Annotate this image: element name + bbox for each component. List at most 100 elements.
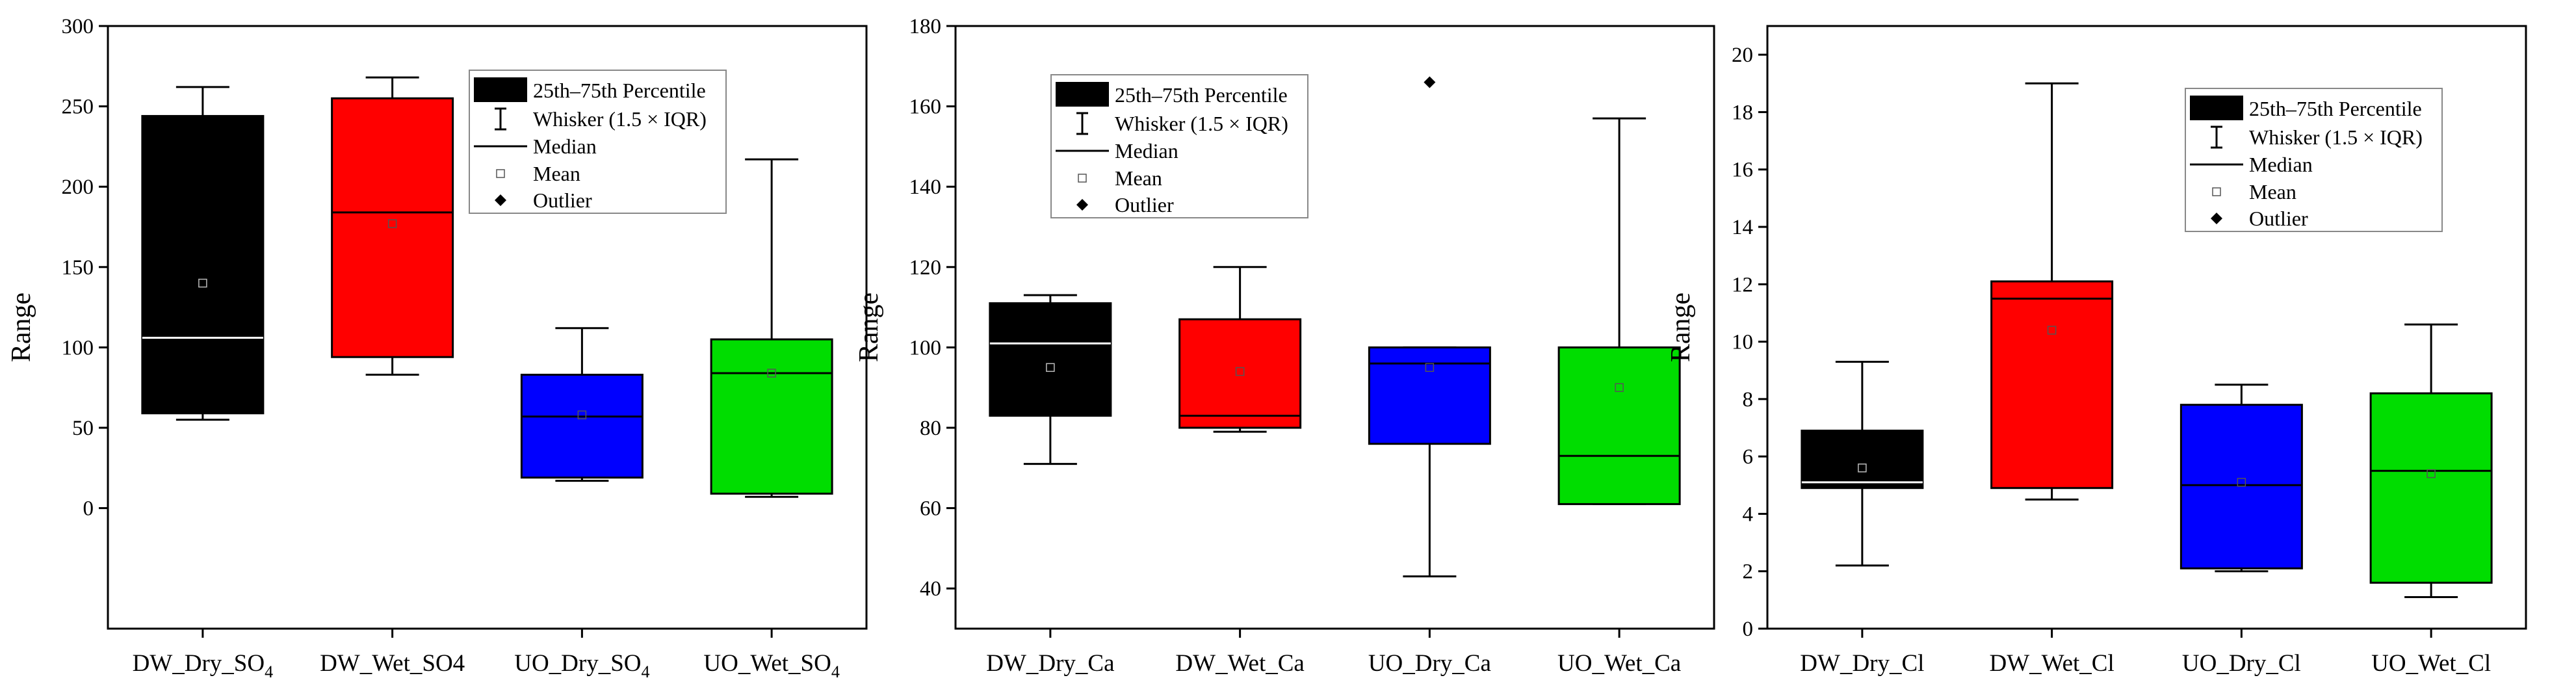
y-tick-label: 200 bbox=[62, 176, 94, 199]
legend-swatch-box bbox=[1056, 82, 1109, 107]
y-tick-label: 50 bbox=[72, 417, 94, 440]
y-tick-label: 120 bbox=[909, 256, 942, 280]
x-category-label: UO_Dry_Cl bbox=[2182, 650, 2301, 677]
category-label-text: UO_Dry_Cl bbox=[2182, 650, 2301, 677]
legend-label: Median bbox=[2249, 153, 2313, 176]
box-iqr bbox=[1990, 280, 2114, 490]
box-series-2 bbox=[1178, 266, 1302, 433]
mean-marker bbox=[2047, 326, 2057, 335]
category-label-subscript: 4 bbox=[831, 662, 840, 681]
box-iqr bbox=[1368, 346, 1491, 445]
category-label-text: UO_Wet_Cl bbox=[2371, 650, 2491, 677]
legend-label: Whisker (1.5 × IQR) bbox=[533, 107, 707, 131]
x-category-label: DW_Dry_Cl bbox=[1800, 650, 1924, 677]
y-tick-label: 0 bbox=[83, 497, 94, 521]
box-series-3 bbox=[2179, 384, 2303, 573]
mean-marker bbox=[2237, 478, 2246, 487]
y-tick-label: 80 bbox=[920, 417, 941, 440]
mean-marker bbox=[1046, 363, 1055, 373]
mean-marker bbox=[387, 219, 397, 228]
legend-label: Mean bbox=[1115, 166, 1162, 190]
y-tick-label: 20 bbox=[1732, 44, 1753, 67]
plot-frame bbox=[107, 25, 868, 630]
category-label-text: UO_Dry_SO bbox=[514, 650, 641, 677]
box-iqr bbox=[1178, 318, 1302, 429]
category-label-text: UO_Wet_Ca bbox=[1557, 650, 1681, 677]
y-tick-label: 10 bbox=[1732, 331, 1753, 354]
y-tick-label: 0 bbox=[1743, 618, 1754, 641]
box-iqr bbox=[2369, 392, 2493, 584]
legend-label: Whisker (1.5 × IQR) bbox=[2249, 125, 2423, 149]
outlier-point bbox=[1424, 76, 1436, 88]
y-axis-title: Range bbox=[1666, 293, 1696, 362]
x-category-label: DW_Wet_SO4 bbox=[320, 650, 465, 677]
y-tick-label: 6 bbox=[1743, 445, 1754, 469]
y-tick-label: 2 bbox=[1743, 560, 1754, 584]
x-category-label: UO_Dry_Ca bbox=[1368, 650, 1491, 677]
legend-swatch-mean bbox=[1078, 174, 1087, 183]
box-series-1 bbox=[1801, 360, 1924, 567]
x-category-label: DW_Dry_SO4 bbox=[133, 650, 273, 681]
y-tick-label: 60 bbox=[920, 497, 941, 521]
legend-label: Outlier bbox=[533, 189, 592, 212]
plot-frame bbox=[1766, 25, 2527, 630]
legend: 25th–75th Percentile Whisker (1.5 × IQR) M… bbox=[469, 70, 727, 214]
category-label-text: UO_Dry_Ca bbox=[1368, 650, 1491, 677]
mean-marker bbox=[577, 410, 587, 419]
y-tick-label: 160 bbox=[909, 96, 942, 119]
legend-swatch-mean bbox=[2212, 187, 2221, 196]
category-label-text: DW_Wet_SO4 bbox=[320, 650, 465, 677]
mean-marker bbox=[1615, 383, 1624, 392]
legend-swatch-box bbox=[474, 77, 527, 102]
box-iqr bbox=[1557, 346, 1681, 505]
y-axis-title: Range bbox=[854, 293, 884, 362]
y-tick-label: 300 bbox=[62, 15, 94, 38]
y-tick-label: 18 bbox=[1732, 101, 1753, 124]
mean-marker bbox=[198, 278, 207, 288]
legend-label: Mean bbox=[2249, 180, 2296, 203]
category-label-subscript: 4 bbox=[265, 662, 273, 681]
legend-label: Outlier bbox=[1115, 193, 1174, 216]
chart-panel-3: 0 2 4 6 8 10 12 14 16 18 20 Range DW_Dry_Cl DW_Wet_Cl… bbox=[1666, 25, 2527, 677]
y-tick-label: 16 bbox=[1732, 159, 1753, 182]
box-series-1 bbox=[141, 86, 265, 421]
category-label-text: DW_Dry_SO bbox=[133, 650, 265, 677]
category-label-text: DW_Wet_Cl bbox=[1989, 650, 2114, 677]
y-tick-label: 12 bbox=[1732, 273, 1753, 296]
box-iqr bbox=[141, 114, 265, 415]
legend-swatch-outlier bbox=[2211, 213, 2222, 224]
box-iqr bbox=[989, 302, 1112, 417]
x-category-label: UO_Dry_SO4 bbox=[514, 650, 649, 681]
legend-swatch-outlier bbox=[495, 194, 506, 206]
box-series-1 bbox=[989, 294, 1112, 465]
category-label-subscript: 4 bbox=[642, 662, 650, 681]
x-category-label: DW_Wet_Ca bbox=[1175, 650, 1304, 677]
y-tick-label: 4 bbox=[1743, 503, 1754, 526]
mean-marker bbox=[1235, 367, 1245, 376]
box-iqr bbox=[1801, 429, 1924, 490]
x-category-label: DW_Dry_Ca bbox=[986, 650, 1114, 677]
y-tick-label: 100 bbox=[62, 336, 94, 360]
box-series-3 bbox=[520, 327, 644, 482]
legend: 25th–75th Percentile Whisker (1.5 × IQR) M… bbox=[1050, 74, 1308, 218]
legend-swatch-box bbox=[2190, 96, 2243, 120]
legend: 25th–75th Percentile Whisker (1.5 × IQR) M… bbox=[2185, 88, 2443, 232]
box-series-3 bbox=[1368, 76, 1491, 578]
mean-marker bbox=[1858, 464, 1867, 473]
y-tick-label: 8 bbox=[1743, 388, 1754, 412]
legend-label: 25th–75th Percentile bbox=[533, 79, 706, 102]
chart-panel-2: 40 60 80 100 120 140 160 180 Range DW_Dry_Ca DW_We… bbox=[854, 15, 1715, 677]
y-tick-label: 40 bbox=[920, 577, 941, 601]
legend-label: Outlier bbox=[2249, 207, 2308, 230]
y-tick-label: 100 bbox=[909, 336, 942, 360]
legend-label: 25th–75th Percentile bbox=[1115, 83, 1288, 107]
y-tick-label: 250 bbox=[62, 96, 94, 119]
legend-label: Median bbox=[533, 135, 597, 158]
category-label-text: UO_Wet_SO bbox=[703, 650, 831, 677]
legend-label: Median bbox=[1115, 139, 1178, 163]
box-series-4 bbox=[710, 158, 833, 498]
x-category-label: UO_Wet_Ca bbox=[1557, 650, 1681, 677]
plot-frame bbox=[954, 25, 1715, 630]
